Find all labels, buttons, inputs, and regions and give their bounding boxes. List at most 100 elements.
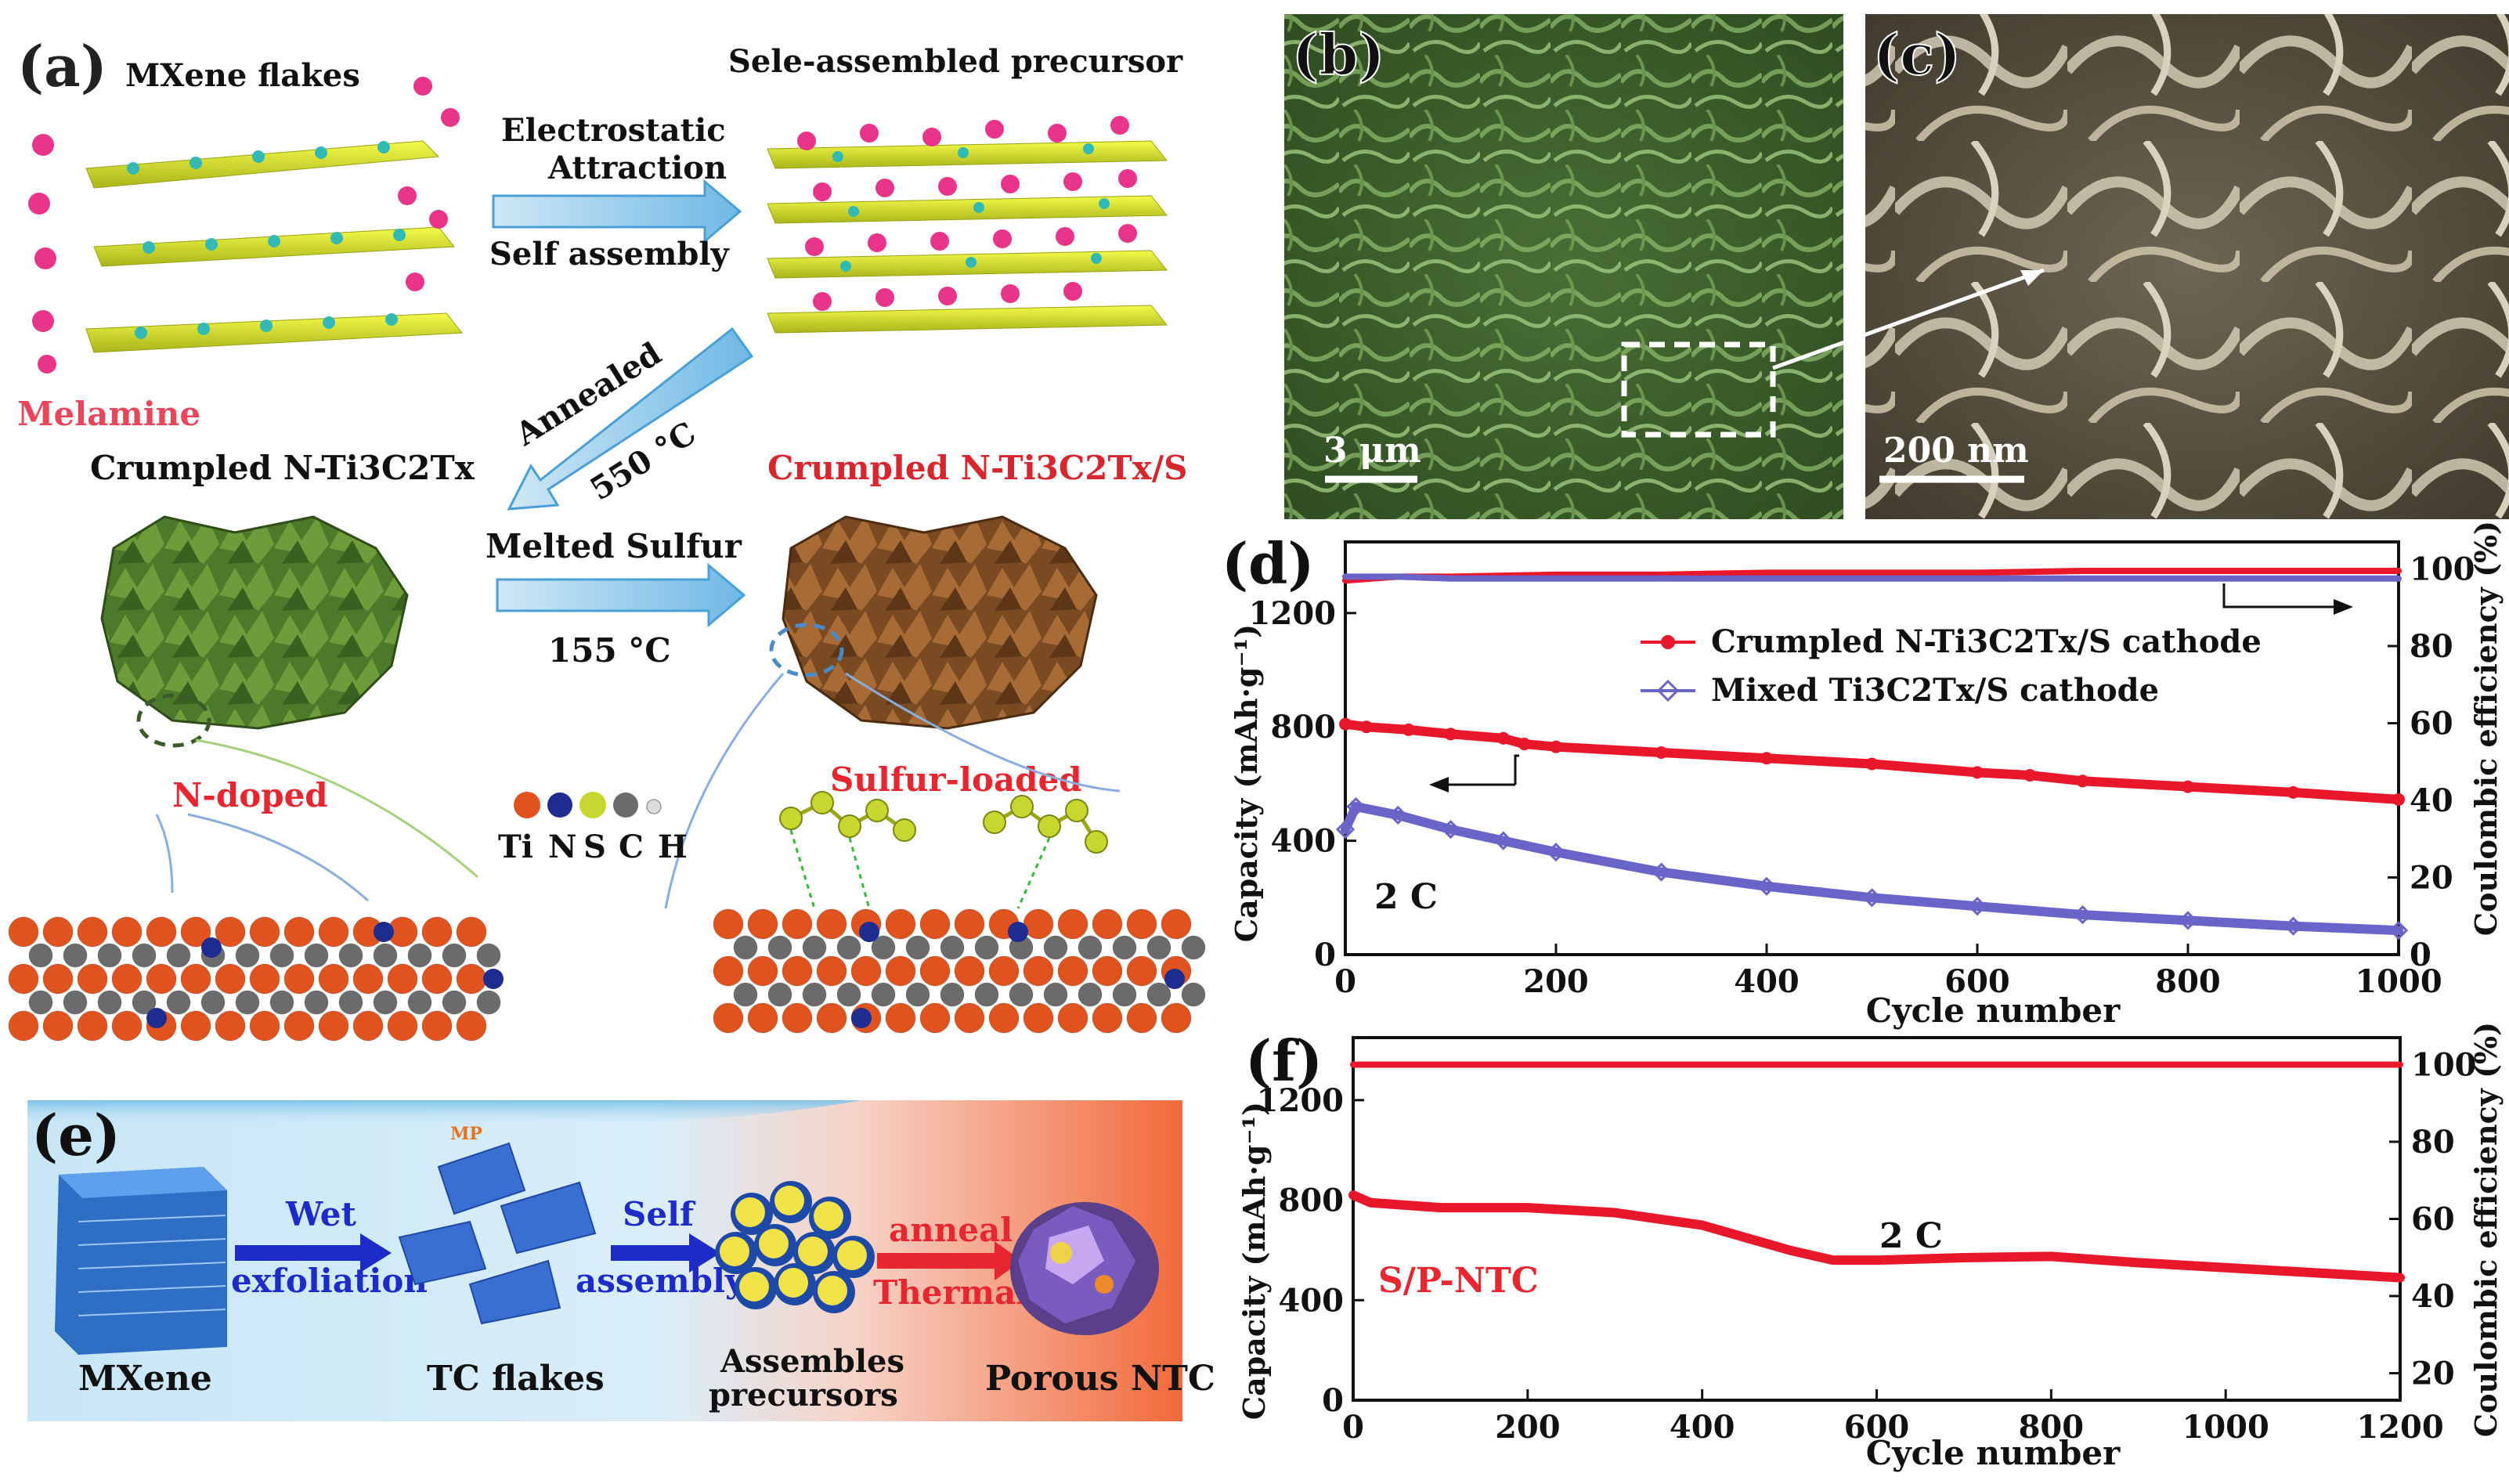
- ti-atom: [1092, 1002, 1123, 1034]
- y2-tick-label: 100: [2411, 1046, 2477, 1083]
- legend-c: C: [619, 829, 644, 865]
- data-point: [1760, 752, 1773, 765]
- c-atom: [905, 982, 930, 1007]
- c-atom: [338, 990, 363, 1015]
- data-point: [1518, 738, 1531, 751]
- ti-atom: [747, 908, 778, 940]
- precursor-core: [778, 1268, 808, 1298]
- plot-frame: [1352, 1036, 2402, 1402]
- y-tick-label: 0: [1322, 1382, 1344, 1419]
- ti-atom: [77, 916, 108, 948]
- tc-flakes: [398, 1142, 597, 1325]
- assembly-label: assembly: [576, 1262, 745, 1300]
- ti-atom: [456, 916, 487, 948]
- rate-label-d: 2 C: [1374, 877, 1438, 917]
- anneal-label-e: anneal: [889, 1211, 1013, 1249]
- data-point: [1862, 888, 1882, 908]
- c-atom: [802, 982, 827, 1007]
- legend-marker-mixed: [1656, 679, 1680, 702]
- precursors-label: precursors: [709, 1377, 898, 1414]
- ti-atom: [747, 955, 778, 987]
- c-atom: [871, 935, 896, 960]
- thermal-label: Thermal: [873, 1273, 1028, 1312]
- ti-atom: [352, 963, 384, 995]
- data-point: [1388, 805, 1408, 825]
- ti-atom: [1057, 1002, 1088, 1034]
- assembled-precursors: [715, 1181, 875, 1313]
- y2label-f: Coulombic efficiency (%): [2468, 1022, 2504, 1437]
- xlabel-f: Cycle number: [1866, 1434, 2121, 1472]
- ti-atom: [1092, 908, 1123, 940]
- zoom-line: [1772, 268, 2045, 370]
- precursor-core: [774, 1186, 804, 1215]
- x-tick-label: 200: [1495, 1409, 1561, 1446]
- anneal-arrow: [507, 327, 754, 511]
- c-atom: [733, 982, 758, 1007]
- ti-atom: [318, 1010, 349, 1042]
- xlabel-d: Cycle number: [1866, 991, 2121, 1030]
- c-atom: [1181, 982, 1206, 1007]
- sulfur-arrow: [496, 562, 746, 628]
- c-atom: [235, 943, 260, 968]
- y-tick-label: 800: [1279, 1183, 1345, 1219]
- exfoliation-label: exfoliation: [231, 1262, 428, 1300]
- ti-atom: [919, 955, 951, 987]
- ti-atom: [387, 963, 418, 995]
- ti-atom: [215, 916, 246, 948]
- n-atom: [851, 1008, 872, 1028]
- data-point: [2283, 916, 2303, 936]
- n-atom: [1164, 969, 1185, 989]
- porous-ntc: [1010, 1202, 1159, 1335]
- ti-atom: [318, 916, 349, 948]
- legend-n: N: [548, 829, 577, 865]
- annealed-label: Annealed: [509, 335, 668, 453]
- ti-atom: [42, 916, 74, 948]
- ti-atom: [283, 1010, 315, 1042]
- data-point: [1550, 740, 1562, 753]
- c-atom: [1146, 982, 1171, 1007]
- data-point: [1756, 876, 1777, 896]
- ti-atom: [954, 1002, 985, 1034]
- data-point: [1652, 862, 1671, 882]
- crumpled-brown: [782, 515, 1098, 730]
- data-point: [2073, 904, 2092, 925]
- ti-atom: [42, 963, 74, 995]
- c-atom: [97, 990, 122, 1015]
- c-atom: [733, 935, 758, 960]
- c-atom: [338, 943, 363, 968]
- x-tick-label: 1000: [2182, 1409, 2269, 1446]
- data-point: [1444, 728, 1457, 741]
- x-tick-label: 0: [1342, 1409, 1364, 1446]
- c-atom: [802, 935, 827, 960]
- c-atom: [1043, 982, 1068, 1007]
- data-point: [1359, 720, 1373, 734]
- c-atom: [97, 943, 122, 968]
- ti-atom: [421, 1010, 453, 1042]
- sulfur-chains: [779, 791, 1108, 909]
- c-atom: [304, 943, 329, 968]
- precursor-stack: [767, 116, 1168, 334]
- plot-frame: [1344, 540, 2400, 956]
- ti-atom: [954, 955, 985, 987]
- c-atom: [836, 982, 861, 1007]
- n-doped-circle: [136, 693, 211, 748]
- c-atom: [28, 943, 53, 968]
- c-atom: [407, 990, 432, 1015]
- c-atom: [200, 990, 226, 1015]
- ti-atom: [713, 1002, 744, 1034]
- ti-atom: [816, 1002, 847, 1034]
- y2-tick-label: 40: [2411, 1278, 2455, 1315]
- ti-atom: [1126, 955, 1157, 987]
- panel-e-label: (e): [31, 1102, 121, 1168]
- mxene-flakes-label: MXene flakes: [125, 57, 360, 94]
- assembly-arrow: [492, 179, 742, 244]
- ylabel-f: Capacity (mAh·g⁻¹): [1236, 1102, 1272, 1420]
- ti-atom: [283, 916, 315, 948]
- panel-e: (e) MXene Wet exfoliation MP TC flakes S…: [27, 1100, 1215, 1421]
- data-point: [1546, 843, 1566, 862]
- c-atom: [767, 935, 792, 960]
- y-tick-label: 1200: [1257, 1082, 1344, 1119]
- c-atom: [442, 990, 467, 1015]
- ti-atom: [456, 1010, 487, 1042]
- c-atom: [1112, 982, 1137, 1007]
